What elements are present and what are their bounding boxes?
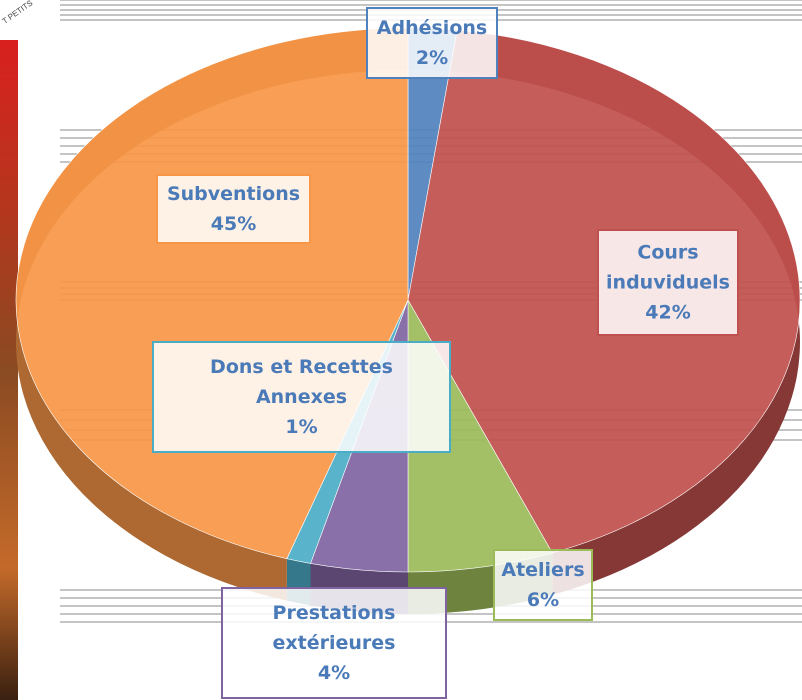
- value-label: 4%: [318, 662, 350, 684]
- value-label: 1%: [285, 416, 317, 438]
- slice-label: Ateliers: [501, 559, 584, 581]
- value-label: 42%: [645, 302, 690, 324]
- chart: T PETITS Adhésions2%Coursinduviduels42%A…: [0, 0, 802, 700]
- value-label: 45%: [211, 213, 256, 235]
- slice-label: Subventions: [167, 183, 300, 205]
- background-image: [0, 40, 18, 700]
- background-text: T PETITS: [1, 0, 35, 26]
- slice-label: Adhésions: [377, 17, 487, 39]
- value-label: 6%: [527, 589, 559, 611]
- value-label: 2%: [416, 47, 448, 69]
